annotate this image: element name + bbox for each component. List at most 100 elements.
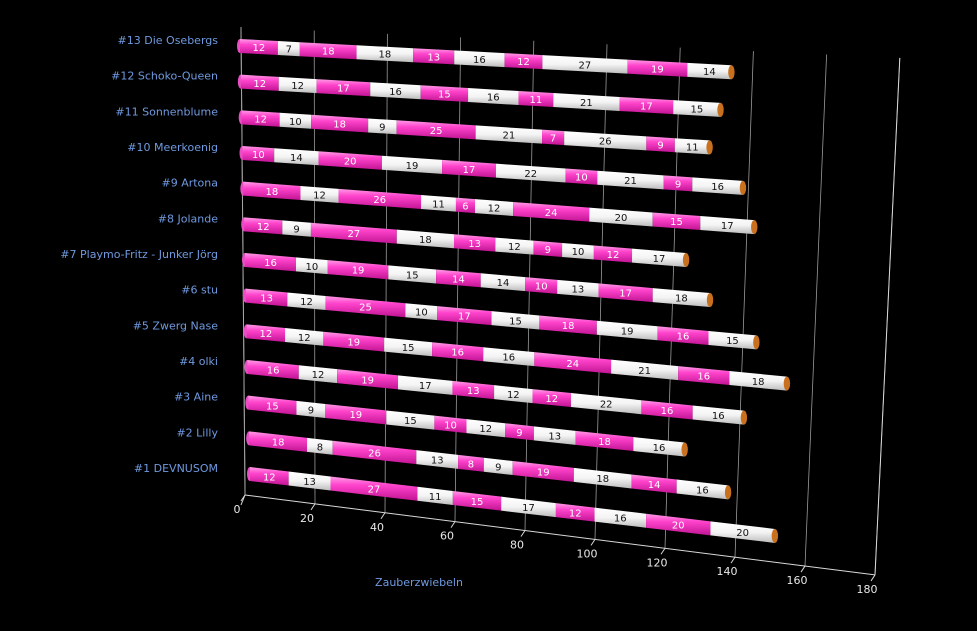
bar-segment [594, 507, 647, 528]
segment-value-label: 13 [260, 294, 273, 305]
category-label: #6 stu [181, 284, 218, 297]
segment-value-label: 16 [614, 514, 627, 525]
segment-value-label: 12 [291, 81, 304, 92]
category-label: #10 Meerkoenig [127, 141, 218, 154]
bar-segment [296, 400, 326, 418]
bar-segment [437, 306, 492, 326]
bar-segment [573, 467, 632, 489]
segment-value-label: 16 [502, 353, 515, 364]
segment-value-label: 12 [253, 43, 266, 54]
x-tick-mark [730, 556, 736, 564]
x-tick-mark [870, 574, 876, 582]
bar-segment [627, 59, 688, 77]
bar-segment [657, 326, 709, 345]
bar-segment [729, 371, 787, 391]
bar-segment [413, 48, 455, 65]
bar-segment [311, 114, 369, 133]
segment-value-label: 9 [308, 405, 314, 416]
segment-value-label: 18 [266, 187, 279, 198]
segment-value-label: 12 [607, 250, 620, 261]
bar-segment [298, 365, 338, 384]
segment-value-label: 18 [596, 474, 609, 485]
bar-segment [436, 269, 481, 288]
bar-segment [405, 303, 438, 321]
bar-segment [518, 91, 554, 108]
bar-segment [534, 352, 612, 374]
segment-value-label: 10 [444, 420, 457, 431]
x-tick-label: 20 [300, 512, 314, 525]
segment-value-label: 10 [252, 150, 265, 161]
segment-value-label: 27 [579, 60, 592, 71]
bar-segment [295, 257, 328, 275]
x-tick-label: 160 [787, 574, 808, 587]
x-gridline [734, 51, 754, 558]
bar-segment [480, 273, 526, 292]
segment-value-label: 13 [548, 432, 561, 443]
segment-value-label: 20 [344, 157, 357, 168]
segment-value-label: 19 [621, 327, 634, 338]
segment-value-label: 18 [752, 377, 765, 388]
bar-end-cap [740, 410, 748, 425]
x-tick-mark [310, 503, 316, 511]
segment-value-label: 20 [615, 213, 628, 224]
bar-segment [245, 253, 296, 272]
segment-value-label: 15 [670, 217, 683, 228]
bar-segment [501, 496, 556, 518]
bar-segment [386, 410, 435, 430]
x-tick-label: 100 [577, 547, 598, 560]
x-gridline [804, 54, 827, 567]
bar-segment [250, 467, 289, 486]
bar-segment [246, 324, 286, 343]
bar-segment [513, 201, 590, 222]
bar-segment [512, 461, 574, 482]
segment-value-label: 17 [619, 289, 632, 300]
bar-segment [692, 177, 743, 195]
category-label: #7 Playmo-Fritz - Junker Jörg [60, 248, 218, 261]
segment-value-label: 17 [721, 221, 734, 232]
x-tick-label: 60 [440, 530, 454, 543]
bar-segment [565, 168, 598, 185]
segment-value-label: 10 [415, 308, 428, 319]
segment-value-label: 20 [736, 528, 749, 539]
bar-segment [370, 82, 421, 100]
bar-end-cap [771, 528, 779, 543]
bar-segment [631, 474, 677, 494]
bar-segment [288, 471, 331, 491]
bar-segment [274, 148, 319, 166]
labels-layer: 0 20 40 60 80 100 120 140 160 180 #13 Die Osebergs… [60, 34, 877, 596]
segment-value-label: 12 [479, 424, 492, 435]
segment-value-label: 7 [550, 133, 556, 144]
segment-value-label: 27 [347, 229, 360, 240]
bar-segment [555, 503, 595, 522]
corner-edge [240, 494, 246, 506]
segment-value-label: 19 [349, 410, 362, 421]
segment-value-label: 12 [300, 297, 313, 308]
bar-end-cap [728, 65, 735, 80]
segment-value-label: 10 [575, 173, 588, 184]
bar-segment [244, 217, 283, 235]
segment-value-label: 15 [509, 316, 522, 327]
bar-segment [687, 62, 732, 80]
bar-segment [323, 331, 385, 352]
bar-segment [641, 400, 693, 420]
bar-segment [455, 197, 475, 214]
segment-value-label: 19 [361, 375, 374, 386]
bar-segment [505, 423, 534, 441]
segment-value-label: 21 [624, 176, 637, 187]
segment-value-label: 18 [675, 294, 688, 305]
bar-segment [287, 292, 326, 310]
segment-value-label: 16 [677, 332, 690, 343]
bar-segment [396, 120, 476, 140]
segment-value-label: 16 [264, 258, 277, 269]
bar-segment [539, 315, 597, 335]
bar-segment [398, 375, 453, 395]
bar-segment [458, 454, 484, 472]
x-axis-line [244, 494, 876, 576]
category-label: #1 DEVNUSOM [134, 462, 218, 475]
segment-value-label: 11 [432, 199, 445, 210]
category-label: #11 Sonnenblume [115, 105, 218, 118]
segment-value-label: 15 [726, 336, 739, 347]
bars-layer [237, 39, 791, 543]
bar-segment [533, 240, 563, 257]
segment-value-label: 16 [473, 55, 486, 66]
